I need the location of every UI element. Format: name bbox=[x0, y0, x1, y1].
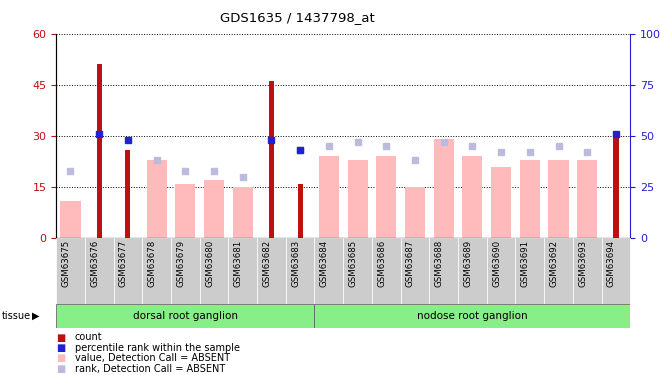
Bar bbox=[176, 184, 195, 238]
Bar bbox=[463, 156, 482, 238]
Bar bbox=[228, 238, 257, 304]
Text: GSM63682: GSM63682 bbox=[263, 240, 271, 287]
Bar bbox=[486, 238, 515, 304]
Bar bbox=[544, 238, 573, 304]
Bar bbox=[434, 140, 453, 238]
Text: value, Detection Call = ABSENT: value, Detection Call = ABSENT bbox=[75, 354, 230, 363]
Text: nodose root ganglion: nodose root ganglion bbox=[417, 311, 528, 321]
Bar bbox=[125, 150, 131, 238]
Bar bbox=[147, 160, 166, 238]
Bar bbox=[171, 238, 199, 304]
Text: GSM63680: GSM63680 bbox=[205, 240, 214, 287]
Bar bbox=[578, 160, 597, 238]
Bar bbox=[204, 180, 224, 238]
Bar bbox=[573, 238, 602, 304]
Text: ■: ■ bbox=[56, 343, 65, 353]
Text: GSM63692: GSM63692 bbox=[550, 240, 558, 287]
Text: ■: ■ bbox=[56, 364, 65, 374]
Text: GSM63681: GSM63681 bbox=[234, 240, 243, 287]
Text: GSM63691: GSM63691 bbox=[521, 240, 530, 287]
Text: count: count bbox=[75, 333, 102, 342]
Text: GSM63688: GSM63688 bbox=[435, 240, 444, 287]
Bar bbox=[613, 132, 618, 238]
Text: GSM63675: GSM63675 bbox=[61, 240, 71, 287]
Text: GSM63679: GSM63679 bbox=[176, 240, 185, 287]
Text: GSM63684: GSM63684 bbox=[320, 240, 329, 287]
Text: ■: ■ bbox=[56, 333, 65, 342]
Bar bbox=[286, 238, 314, 304]
Bar bbox=[405, 187, 425, 238]
Bar bbox=[233, 187, 253, 238]
Bar bbox=[458, 238, 486, 304]
Bar bbox=[319, 156, 339, 238]
Bar bbox=[515, 238, 544, 304]
Text: GSM63683: GSM63683 bbox=[291, 240, 300, 287]
Text: dorsal root ganglion: dorsal root ganglion bbox=[133, 311, 238, 321]
Bar bbox=[257, 238, 286, 304]
Bar bbox=[429, 238, 458, 304]
Bar bbox=[143, 238, 171, 304]
Bar bbox=[61, 201, 81, 238]
Bar bbox=[401, 238, 429, 304]
Bar bbox=[520, 160, 540, 238]
Bar bbox=[376, 156, 396, 238]
Text: GSM63694: GSM63694 bbox=[607, 240, 616, 287]
Text: tissue: tissue bbox=[2, 311, 31, 321]
Text: GSM63677: GSM63677 bbox=[119, 240, 128, 287]
Bar bbox=[343, 238, 372, 304]
Text: GSM63689: GSM63689 bbox=[463, 240, 473, 287]
Text: GSM63678: GSM63678 bbox=[148, 240, 156, 287]
Text: GSM63690: GSM63690 bbox=[492, 240, 501, 287]
Text: rank, Detection Call = ABSENT: rank, Detection Call = ABSENT bbox=[75, 364, 225, 374]
Text: GSM63693: GSM63693 bbox=[578, 240, 587, 287]
Bar bbox=[96, 64, 102, 238]
Bar bbox=[56, 238, 84, 304]
Bar bbox=[348, 160, 368, 238]
Bar bbox=[314, 304, 630, 328]
Bar bbox=[602, 238, 630, 304]
Bar bbox=[372, 238, 401, 304]
Bar bbox=[199, 238, 228, 304]
Bar bbox=[114, 238, 143, 304]
Text: GSM63685: GSM63685 bbox=[348, 240, 358, 287]
Bar bbox=[84, 238, 114, 304]
Text: GSM63687: GSM63687 bbox=[406, 240, 415, 287]
Bar bbox=[56, 304, 315, 328]
Text: GSM63686: GSM63686 bbox=[378, 240, 386, 287]
Bar bbox=[269, 81, 274, 238]
Bar bbox=[314, 238, 343, 304]
Bar bbox=[548, 160, 568, 238]
Bar bbox=[491, 166, 511, 238]
Bar bbox=[298, 184, 303, 238]
Text: ■: ■ bbox=[56, 354, 65, 363]
Text: ▶: ▶ bbox=[32, 311, 39, 321]
Text: percentile rank within the sample: percentile rank within the sample bbox=[75, 343, 240, 353]
Text: GDS1635 / 1437798_at: GDS1635 / 1437798_at bbox=[220, 11, 375, 24]
Text: GSM63676: GSM63676 bbox=[90, 240, 99, 287]
